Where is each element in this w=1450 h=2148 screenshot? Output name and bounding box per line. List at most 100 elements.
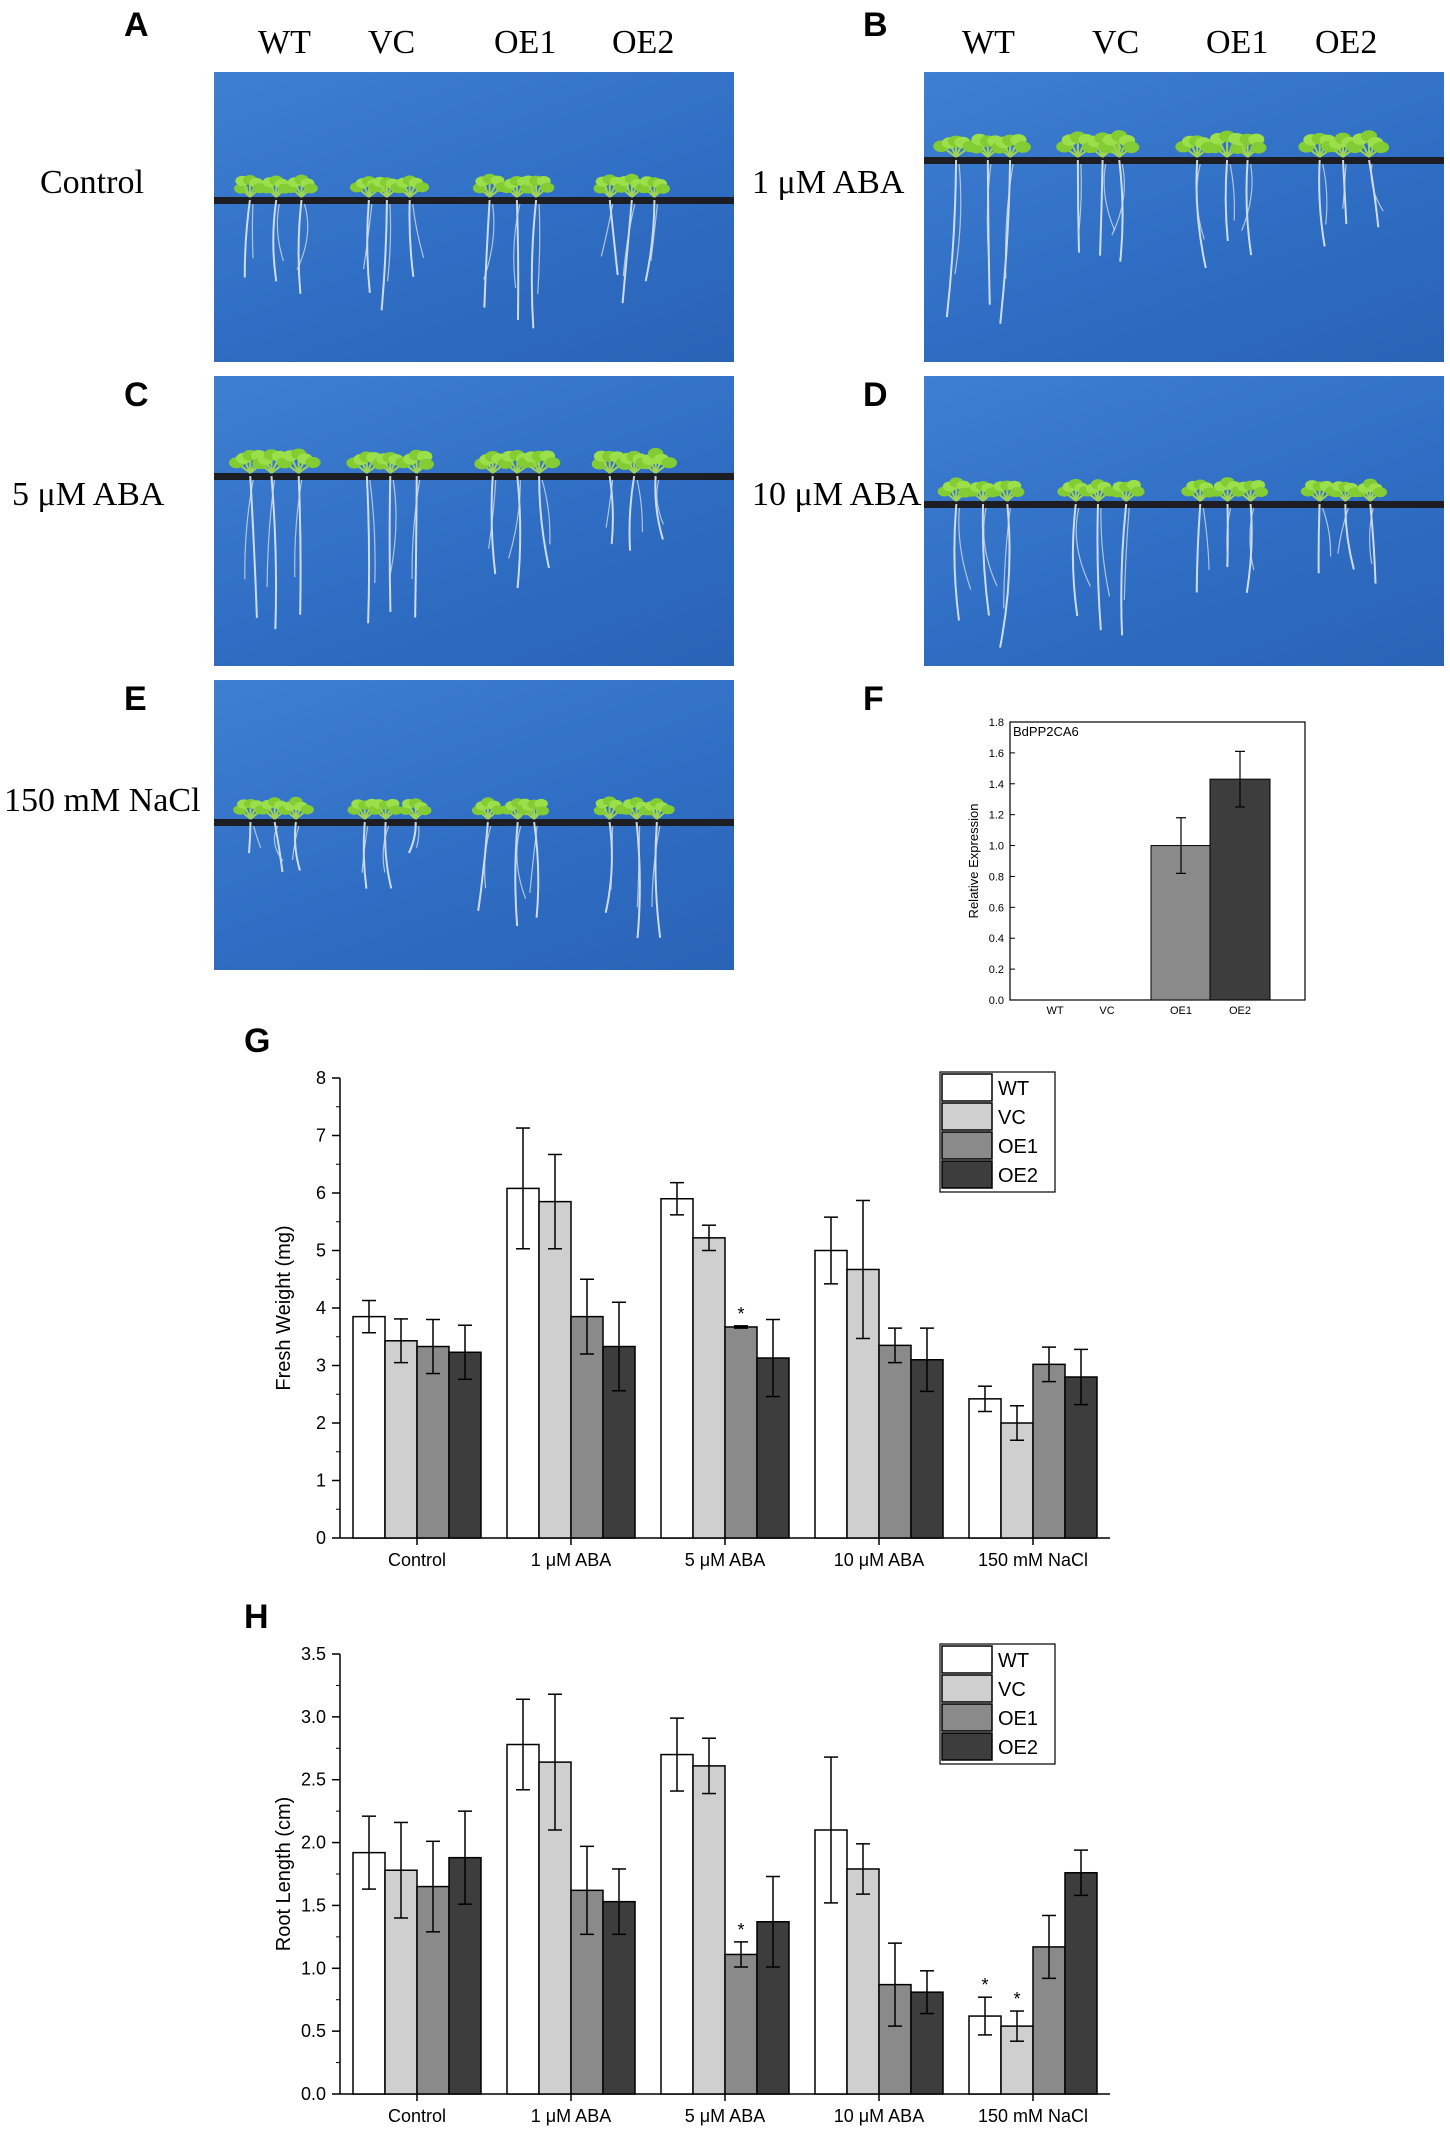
root bbox=[272, 199, 278, 282]
root bbox=[386, 203, 392, 282]
root bbox=[415, 825, 420, 848]
chart-h-root-length: 0.0 0.5 1.0 1.5 2.0 2.5 3.0 3.5 Root Length (cm)… bbox=[273, 1643, 1110, 2126]
root bbox=[1229, 163, 1236, 221]
x-tick-label: Control bbox=[388, 1550, 446, 1570]
root bbox=[1196, 163, 1205, 240]
y-tick-label: 0.2 bbox=[989, 964, 1004, 976]
leaf bbox=[1250, 142, 1267, 154]
y-tick-label: 1 bbox=[316, 1471, 326, 1491]
legend-swatch-wt bbox=[941, 1645, 993, 1674]
header-a-vc: VC bbox=[368, 24, 416, 61]
bar-oe1 bbox=[1032, 1363, 1066, 1539]
leaf bbox=[303, 183, 318, 194]
header-a-oe1: OE1 bbox=[494, 24, 557, 61]
root bbox=[529, 825, 538, 894]
black-line-strip bbox=[214, 473, 734, 480]
y-tick-label: 0.0 bbox=[989, 995, 1004, 1007]
row-label-5-aba: 5 μM ABA bbox=[12, 476, 165, 513]
root bbox=[533, 821, 540, 918]
x-tick-label: OE2 bbox=[1229, 1005, 1251, 1017]
root bbox=[389, 479, 397, 576]
bar-oe2 bbox=[756, 1921, 790, 2095]
leaf bbox=[1010, 487, 1025, 498]
root bbox=[514, 821, 519, 927]
black-line-strip bbox=[214, 197, 734, 204]
root bbox=[954, 163, 962, 275]
root bbox=[369, 479, 376, 584]
root bbox=[296, 203, 309, 270]
root bbox=[291, 825, 300, 861]
root bbox=[636, 825, 641, 908]
photo-1-aba bbox=[924, 72, 1444, 362]
y-tick-label: 5 bbox=[316, 1241, 326, 1261]
leaf bbox=[1123, 141, 1140, 154]
legend-swatch-wt bbox=[941, 1073, 993, 1102]
root bbox=[608, 475, 614, 544]
y-tick-label: 1.0 bbox=[989, 841, 1004, 853]
black-line-strip bbox=[924, 157, 1444, 164]
bar-oe2 bbox=[448, 1351, 482, 1539]
root bbox=[380, 199, 388, 311]
y-tick-label: 8 bbox=[316, 1068, 326, 1088]
root bbox=[1369, 503, 1377, 584]
root bbox=[651, 825, 661, 908]
root bbox=[600, 203, 614, 257]
leaf bbox=[540, 182, 555, 193]
legend-label-vc: VC bbox=[998, 1107, 1026, 1129]
root bbox=[1322, 163, 1328, 225]
black-line-strip bbox=[924, 501, 1444, 508]
leaf bbox=[389, 805, 403, 815]
photo-nacl bbox=[214, 680, 734, 970]
y-tick-label: 6 bbox=[316, 1183, 326, 1203]
bar-wt bbox=[660, 1753, 694, 2095]
root bbox=[294, 479, 303, 578]
root bbox=[252, 825, 262, 848]
root bbox=[958, 507, 972, 590]
root bbox=[412, 203, 425, 258]
root bbox=[1004, 163, 1014, 279]
root bbox=[515, 199, 520, 320]
legend-swatch-vc bbox=[941, 1674, 993, 1703]
bar-vc bbox=[538, 1200, 572, 1539]
root bbox=[276, 203, 284, 262]
root bbox=[541, 479, 551, 545]
legend-label-oe2: OE2 bbox=[998, 1737, 1038, 1759]
y-tick-label: 0.8 bbox=[989, 871, 1004, 883]
significance-mark: * bbox=[981, 1975, 988, 1995]
root bbox=[249, 475, 258, 618]
root bbox=[243, 199, 251, 278]
root bbox=[1071, 503, 1079, 617]
chart-title: BdPP2CA6 bbox=[1013, 724, 1079, 739]
panel-letter-g: G bbox=[244, 1022, 271, 1060]
bar-vc bbox=[384, 1340, 418, 1539]
root bbox=[361, 825, 369, 873]
leaf bbox=[661, 457, 677, 469]
leaf bbox=[1014, 141, 1031, 153]
header-b-vc: VC bbox=[1092, 24, 1140, 61]
bar-oe2 bbox=[1209, 778, 1271, 1001]
bar-oe2 bbox=[1064, 1871, 1098, 2095]
root bbox=[1076, 159, 1080, 253]
leaf bbox=[305, 456, 321, 468]
root bbox=[1123, 507, 1130, 600]
root bbox=[297, 199, 303, 294]
y-tick-label: 0.6 bbox=[989, 902, 1004, 914]
root bbox=[530, 199, 538, 329]
root bbox=[654, 821, 662, 938]
leaf bbox=[415, 182, 430, 193]
root bbox=[388, 475, 392, 612]
y-tick-label: 7 bbox=[316, 1126, 326, 1146]
panel-letter-h: H bbox=[244, 1598, 269, 1636]
root bbox=[362, 203, 373, 270]
legend-swatch-oe1 bbox=[941, 1703, 993, 1732]
root bbox=[382, 825, 390, 873]
y-tick-label: 1.2 bbox=[989, 810, 1004, 822]
root bbox=[516, 475, 522, 589]
leaf bbox=[418, 458, 434, 470]
root bbox=[1078, 163, 1082, 229]
y-tick-label: 1.6 bbox=[989, 748, 1004, 760]
root bbox=[1370, 163, 1384, 212]
panel-letter-d: D bbox=[863, 376, 888, 414]
root bbox=[297, 475, 302, 615]
root bbox=[1100, 507, 1111, 597]
